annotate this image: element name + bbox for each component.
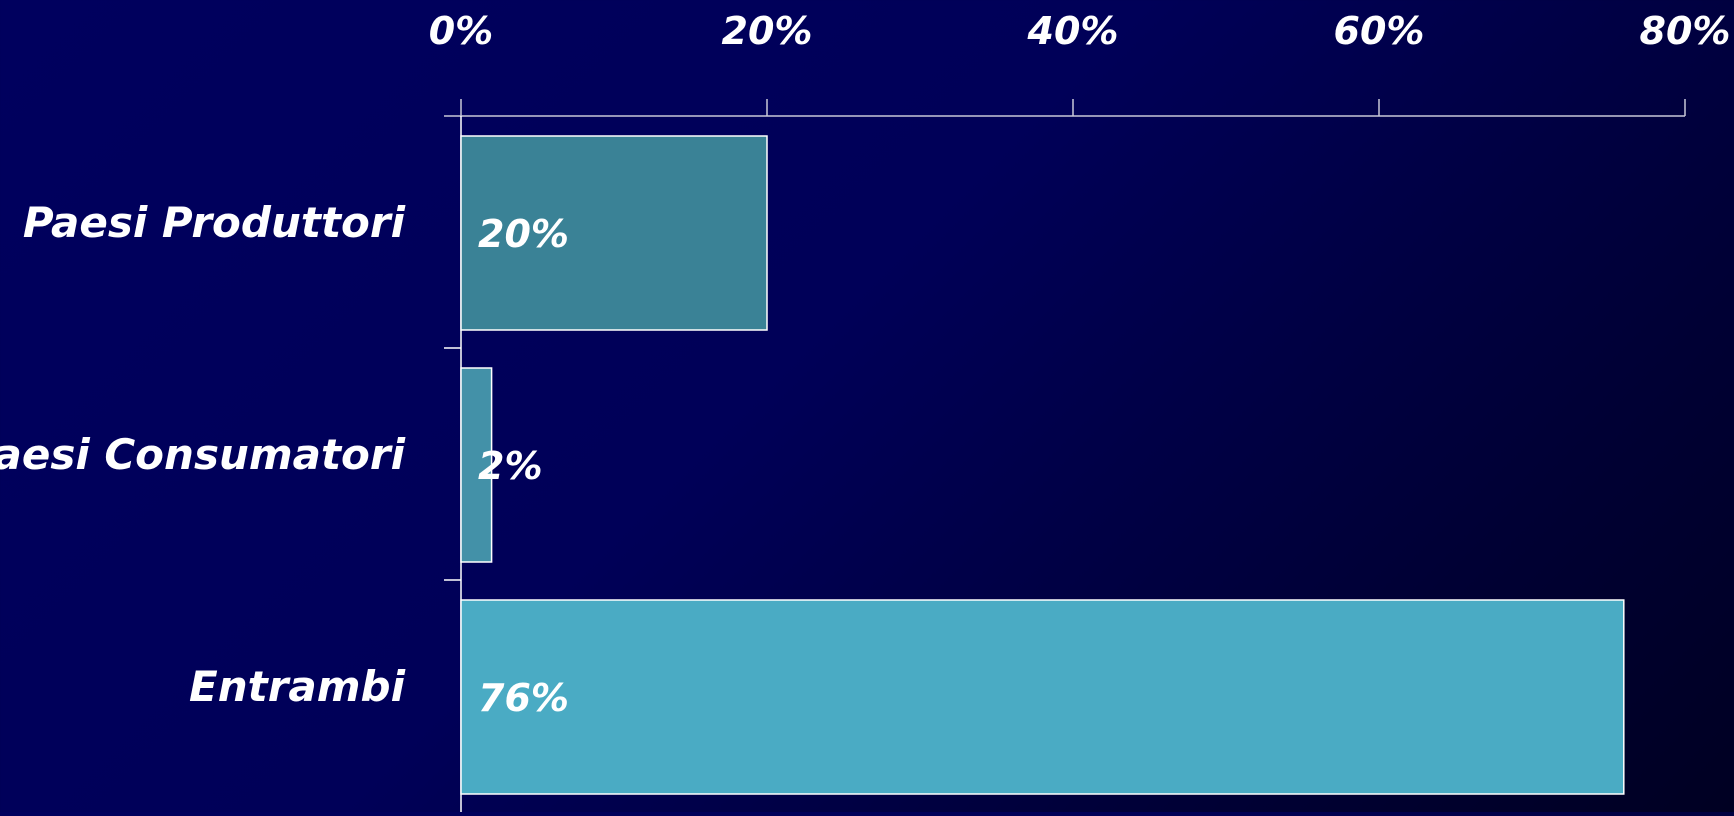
x-tick-label: 20% (722, 9, 813, 53)
bar (460, 367, 493, 563)
bar (460, 599, 1625, 795)
data-label: 20% (478, 212, 569, 256)
data-label: 2% (478, 444, 543, 488)
bars (460, 135, 1625, 795)
x-tick-label: 0% (429, 9, 494, 53)
x-tick-label: 80% (1640, 9, 1731, 53)
labels: Paesi Produttori 20% Paesi Consumatori 2% En… (0, 198, 569, 720)
category-label: Entrambi (189, 662, 406, 711)
bar (460, 135, 768, 331)
category-label: Paesi Consumatori (0, 430, 406, 479)
data-label: 76% (478, 676, 569, 720)
category-label: Paesi Produttori (23, 198, 406, 247)
x-tick-label: 60% (1334, 9, 1425, 53)
x-tick-label: 40% (1027, 9, 1119, 53)
